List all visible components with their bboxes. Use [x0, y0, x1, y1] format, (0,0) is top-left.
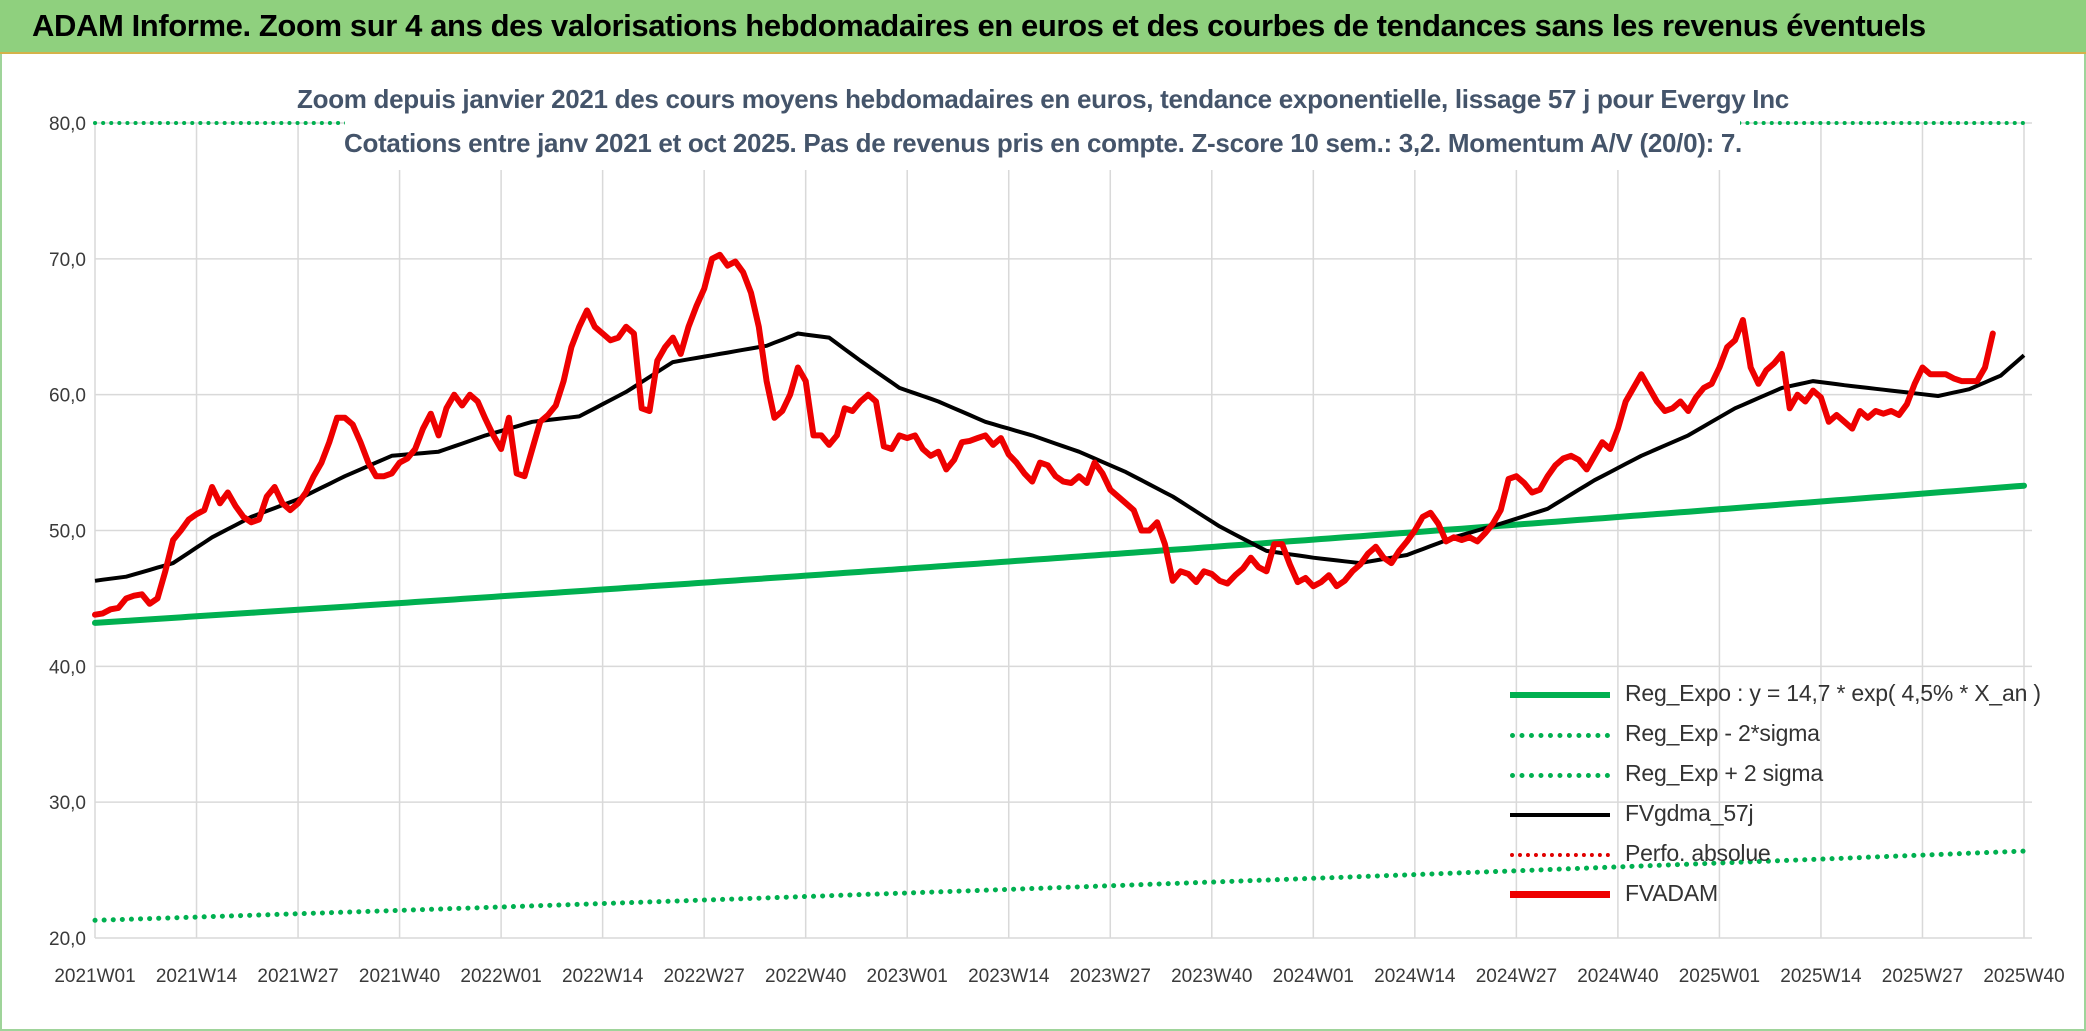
x-tick-label: 2023W14 [968, 966, 1050, 987]
x-tick-label: 2021W14 [156, 966, 238, 987]
x-tick-label: 2023W40 [1171, 966, 1252, 987]
chart-frame [0, 54, 2086, 1031]
x-tick-label: 2024W01 [1273, 966, 1354, 987]
series-fvadam [92, 251, 1996, 618]
x-tick-label: 2021W40 [359, 966, 440, 987]
legend-swatch-reg-minus [1510, 733, 1610, 738]
x-tick-label: 2025W40 [1983, 966, 2064, 987]
y-tick-label: 50,0 [49, 522, 86, 543]
x-tick-label: 2025W01 [1679, 966, 1760, 987]
x-tick-label: 2024W40 [1577, 966, 1658, 987]
x-tick-label: 2025W27 [1882, 966, 1963, 987]
legend-label-reg-expo: Reg_Expo : y = 14,7 * exp( 4,5% * X_an ) [1625, 680, 2041, 706]
x-tick-label: 2023W27 [1070, 966, 1151, 987]
legend-label-reg-plus: Reg_Exp + 2 sigma [1625, 760, 1823, 786]
legend-swatch-perfo [1510, 853, 1610, 857]
x-tick-label: 2022W14 [562, 966, 644, 987]
x-tick-label: 2024W27 [1476, 966, 1557, 987]
x-tick-label: 2022W27 [663, 966, 744, 987]
x-tick-label: 2022W01 [460, 966, 541, 987]
y-tick-label: 40,0 [49, 657, 86, 678]
x-tick-label: 2021W27 [257, 966, 338, 987]
y-tick-label: 30,0 [49, 793, 86, 814]
report-title: ADAM Informe. Zoom sur 4 ans des valoris… [32, 8, 1926, 43]
legend-label-perfo: Perfo. absolue [1625, 840, 1771, 866]
legend-swatch-reg-plus [1510, 773, 1610, 778]
series-reg-minus-2sigma [92, 848, 2027, 923]
legend-label-fvadam: FVADAM [1625, 880, 1718, 906]
legend-swatch-fvadam [1510, 891, 1610, 898]
chart-title: Zoom depuis janvier 2021 des cours moyen… [297, 84, 1789, 114]
x-tick-label: 2022W40 [765, 966, 846, 987]
x-tick-label: 2024W14 [1374, 966, 1456, 987]
x-tick-label: 2025W14 [1780, 966, 1862, 987]
series-fvgdma-57j [94, 331, 2026, 583]
series-reg-expo [92, 482, 2027, 626]
report-banner: ADAM Informe. Zoom sur 4 ans des valoris… [0, 0, 2086, 54]
chart-title-background [345, 78, 1740, 170]
legend-label-fvgdma: FVgdma_57j [1625, 800, 1754, 826]
legend-label-reg-minus: Reg_Exp - 2*sigma [1625, 720, 1820, 746]
chart-subtitle: Cotations entre janv 2021 et oct 2025. P… [344, 128, 1742, 158]
y-tick-label: 60,0 [49, 386, 86, 407]
x-tick-label: 2023W01 [867, 966, 948, 987]
legend-swatch-reg-expo [1510, 692, 1610, 698]
y-tick-label: 80,0 [49, 114, 86, 135]
legend-swatch-fvgdma [1510, 813, 1610, 817]
x-tick-label: 2021W01 [54, 966, 135, 987]
y-tick-label: 20,0 [49, 929, 86, 950]
y-tick-label: 70,0 [49, 250, 86, 271]
